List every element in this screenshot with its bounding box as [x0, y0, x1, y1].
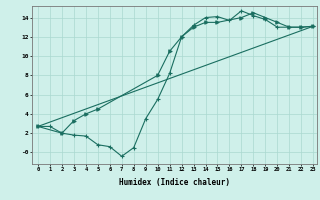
- X-axis label: Humidex (Indice chaleur): Humidex (Indice chaleur): [119, 178, 230, 187]
